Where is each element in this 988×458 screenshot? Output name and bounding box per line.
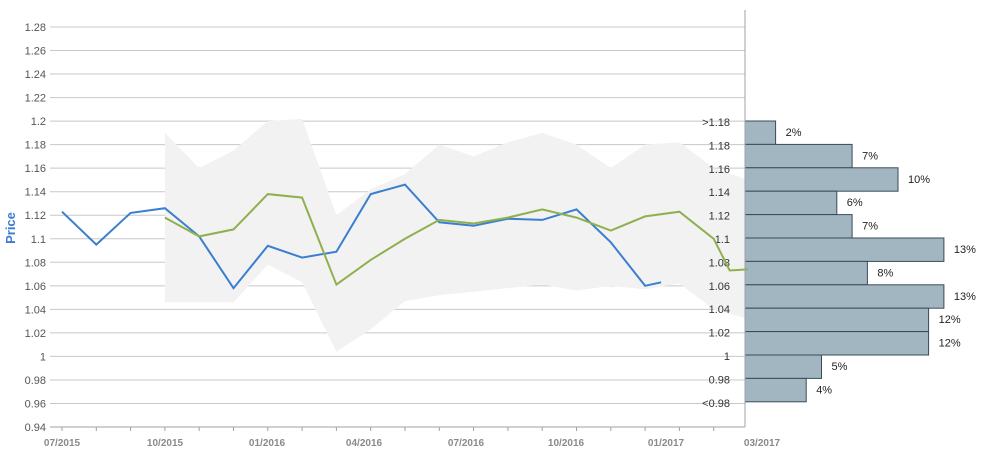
histogram-bar <box>744 260 868 286</box>
axes: 0.94 0.96 0.98 1 1.02 1.04 1.06 1.08 1.1 1.12 1.14… <box>25 10 781 449</box>
histogram-bin-label: 1.12 <box>709 211 730 223</box>
price-series <box>61 183 749 290</box>
histogram-bin-label: 1.04 <box>709 304 730 316</box>
y-tick-label: 1.02 <box>25 328 46 340</box>
x-tick-label: 01/2016 <box>249 438 286 449</box>
histogram-bin-label: 1.06 <box>709 281 730 293</box>
y-tick-label: 1.04 <box>25 304 46 316</box>
y-tick-label: 1.1 <box>31 234 46 246</box>
forecast-price-line <box>164 193 749 287</box>
y-tick-label: 1.08 <box>25 257 46 269</box>
histogram-bin-label: 1.18 <box>709 140 730 152</box>
histogram-bin-label: 1.1 <box>715 234 730 246</box>
histogram-bin-label: 1.16 <box>709 164 730 176</box>
histogram-bin-label: 0.98 <box>709 374 730 386</box>
histogram-percent-label: 7% <box>862 150 878 162</box>
histogram-bar <box>744 284 945 309</box>
x-tick-label: 07/2016 <box>448 438 485 449</box>
x-tick-label: 03/2017 <box>744 438 781 449</box>
y-axis-label: Price <box>3 212 18 244</box>
histogram-percent-label: 13% <box>954 291 976 303</box>
histogram-bar <box>744 120 777 145</box>
x-tick-label: 07/2015 <box>44 438 81 449</box>
histogram-bar <box>744 190 838 216</box>
histogram-percent-label: 13% <box>954 244 976 256</box>
y-tick-label: 1.06 <box>25 281 46 293</box>
histogram-percent-label: 12% <box>939 338 961 350</box>
y-tick-label: 1.12 <box>25 210 46 222</box>
y-tick-label: 0.96 <box>25 398 46 410</box>
histogram-percent-label: 7% <box>862 221 878 233</box>
histogram-bar <box>744 307 930 333</box>
y-tick-label: 1.14 <box>25 187 46 199</box>
histogram-percent-label: 5% <box>832 361 848 373</box>
histogram-percent-label: 8% <box>877 267 893 279</box>
y-tick-label: 1.28 <box>25 22 46 34</box>
y-tick-label: 1.26 <box>25 46 46 58</box>
y-tick-label: 1.16 <box>25 163 46 175</box>
y-tick-label: 1 <box>40 351 46 363</box>
forecast-range-band <box>164 118 748 352</box>
x-tick-label: 10/2016 <box>548 438 585 449</box>
histogram-bin-label: >1.18 <box>702 117 730 129</box>
x-tick-label: 04/2016 <box>346 438 383 449</box>
histogram-percent-label: 2% <box>786 127 802 139</box>
histogram-bar <box>744 354 822 379</box>
y-tick-label: 1.24 <box>25 69 46 81</box>
histogram-percent-label: 12% <box>939 314 961 326</box>
histogram-bar <box>744 143 853 169</box>
histogram-bin-label: <0.98 <box>702 398 730 410</box>
histogram-bar <box>744 214 853 239</box>
y-tick-label: 0.94 <box>25 422 46 434</box>
histogram-percent-label: 6% <box>847 197 863 209</box>
y-tick-label: 0.98 <box>25 375 46 387</box>
histogram-bin-label: 1 <box>724 351 730 363</box>
forecast-range-area <box>164 118 748 352</box>
x-tick-label: 01/2017 <box>648 438 685 449</box>
histogram-bar <box>744 331 930 356</box>
histogram-bar <box>744 237 945 262</box>
histogram-bin-label: 1.14 <box>709 187 730 199</box>
histogram-bar <box>744 167 899 192</box>
actual-price-line <box>61 183 662 290</box>
histogram-bin-label: 1.02 <box>709 328 730 340</box>
y-tick-label: 1.2 <box>31 116 46 128</box>
distribution-histogram: >1.18 2% 1.18 7% 1.16 10% 1.14 6% 1.12 7% 1.1 13% 1.… <box>702 117 976 410</box>
histogram-bar <box>744 377 807 403</box>
x-tick-label: 10/2015 <box>147 438 184 449</box>
y-tick-label: 1.22 <box>25 93 46 105</box>
histogram-percent-label: 4% <box>816 384 832 396</box>
y-tick-label: 1.18 <box>25 140 46 152</box>
histogram-percent-label: 10% <box>908 174 930 186</box>
